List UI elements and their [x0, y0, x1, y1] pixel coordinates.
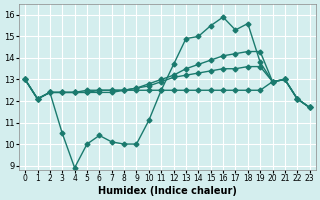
X-axis label: Humidex (Indice chaleur): Humidex (Indice chaleur): [98, 186, 237, 196]
